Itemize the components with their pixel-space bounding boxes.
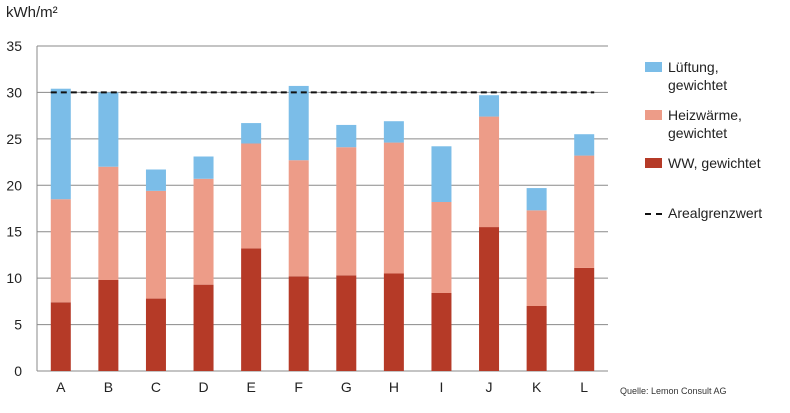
bar-b-series-2 bbox=[98, 166, 119, 280]
legend-item-3: WW, gewichtet bbox=[645, 154, 790, 172]
x-tick-label-l: L bbox=[580, 379, 588, 395]
bar-b-series-3 bbox=[98, 92, 119, 167]
bar-k-series-2 bbox=[526, 210, 547, 306]
bar-f-series-2 bbox=[288, 160, 309, 277]
y-tick-label-30: 30 bbox=[6, 84, 22, 100]
bar-c-series-1 bbox=[145, 298, 166, 371]
legend-label-1: Lüftung, gewichtet bbox=[668, 59, 728, 93]
x-tick-label-f: F bbox=[294, 379, 303, 395]
bar-f-series-1 bbox=[288, 276, 309, 371]
legend-item-2: Heizwärme, gewichtet bbox=[645, 106, 790, 142]
bar-b-series-1 bbox=[98, 280, 119, 371]
x-tick-label-d: D bbox=[198, 379, 208, 395]
bar-d-series-1 bbox=[193, 284, 214, 371]
bar-d-series-3 bbox=[193, 156, 214, 179]
legend-item-4: Arealgrenzwert bbox=[645, 204, 790, 222]
legend-label-2: Heizwärme, gewichtet bbox=[668, 107, 742, 141]
bar-g-series-1 bbox=[336, 275, 357, 371]
legend-label-4: Arealgrenzwert bbox=[668, 205, 763, 221]
x-tick-label-g: G bbox=[341, 379, 352, 395]
source-note: Quelle: Lemon Consult AG bbox=[620, 386, 727, 396]
bar-k-series-3 bbox=[526, 188, 547, 211]
bar-l-series-2 bbox=[574, 155, 595, 268]
bar-c-series-3 bbox=[145, 169, 166, 191]
bar-a-series-3 bbox=[50, 88, 71, 200]
bar-g-series-3 bbox=[336, 124, 357, 148]
bar-d-series-2 bbox=[193, 178, 214, 285]
bar-j-series-2 bbox=[479, 116, 500, 228]
y-tick-label-35: 35 bbox=[6, 38, 22, 54]
bar-e-series-2 bbox=[241, 143, 262, 249]
bar-i-series-1 bbox=[431, 293, 452, 371]
bar-k-series-1 bbox=[526, 306, 547, 371]
y-axis-unit-label: kWh/m² bbox=[6, 4, 58, 21]
legend-label-3: WW, gewichtet bbox=[668, 155, 761, 171]
y-tick-label-20: 20 bbox=[6, 177, 22, 193]
bar-a-series-1 bbox=[50, 302, 71, 371]
bar-h-series-1 bbox=[383, 273, 404, 371]
legend-item-1: Lüftung, gewichtet bbox=[645, 58, 790, 94]
bar-i-series-3 bbox=[431, 146, 452, 202]
bar-h-series-2 bbox=[383, 142, 404, 274]
bar-c-series-2 bbox=[145, 190, 166, 299]
x-tick-label-j: J bbox=[486, 379, 493, 395]
bar-f-series-3 bbox=[288, 85, 309, 161]
y-tick-label-10: 10 bbox=[6, 270, 22, 286]
bar-j-series-3 bbox=[479, 95, 500, 117]
x-tick-label-a: A bbox=[56, 379, 66, 395]
x-tick-label-k: K bbox=[532, 379, 542, 395]
bar-i-series-2 bbox=[431, 202, 452, 293]
bar-j-series-1 bbox=[479, 227, 500, 371]
x-tick-label-i: I bbox=[440, 379, 444, 395]
bar-a-series-2 bbox=[50, 199, 71, 303]
bar-e-series-1 bbox=[241, 248, 262, 371]
legend-dash-swatch bbox=[645, 213, 662, 215]
y-tick-label-25: 25 bbox=[6, 131, 22, 147]
y-tick-label-0: 0 bbox=[14, 363, 22, 379]
bar-e-series-3 bbox=[241, 123, 262, 144]
x-tick-label-h: H bbox=[389, 379, 399, 395]
y-tick-label-5: 5 bbox=[14, 317, 22, 333]
bar-l-series-3 bbox=[574, 134, 595, 156]
x-tick-label-b: B bbox=[104, 379, 113, 395]
bar-l-series-1 bbox=[574, 267, 595, 371]
legend-swatch-1 bbox=[645, 62, 662, 72]
bar-h-series-3 bbox=[383, 121, 404, 143]
bar-g-series-2 bbox=[336, 147, 357, 276]
x-tick-label-c: C bbox=[151, 379, 161, 395]
y-tick-label-15: 15 bbox=[6, 224, 22, 240]
legend-swatch-3 bbox=[645, 158, 662, 168]
legend-swatch-2 bbox=[645, 110, 662, 120]
x-tick-label-e: E bbox=[246, 379, 255, 395]
